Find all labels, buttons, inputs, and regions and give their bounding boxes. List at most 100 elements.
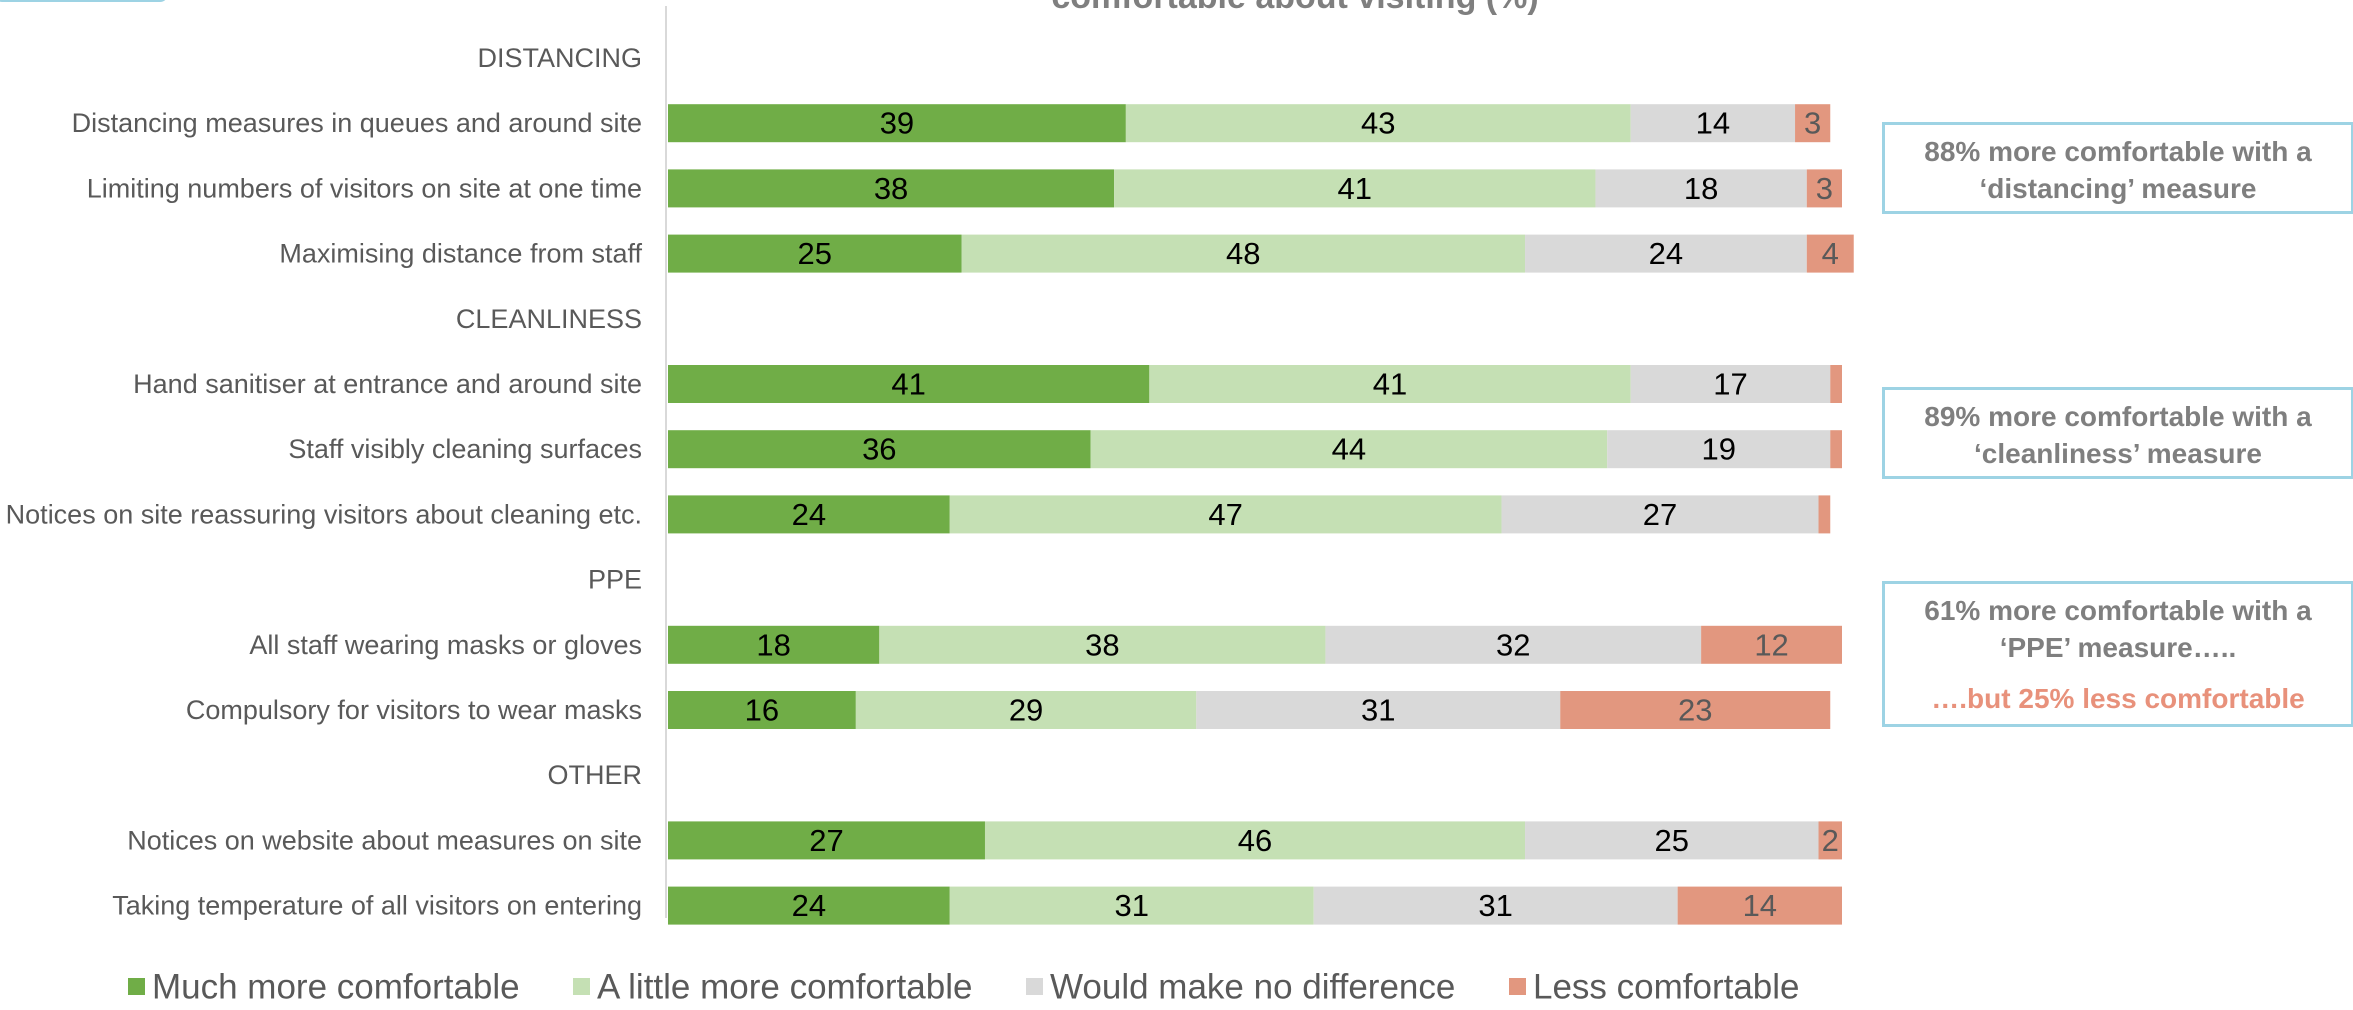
bar-segment [984,821,1526,860]
bar-segment [668,234,962,273]
bar-segment [1677,886,1842,925]
bar-segment [961,234,1526,273]
legend: Much more comfortable A little more comfo… [128,968,1800,1007]
bar-segment [949,886,1314,925]
data-label: 44 [1332,432,1366,467]
bar-segment [1595,169,1807,208]
legend-label: Much more comfortable [152,968,520,1007]
legend-label: Would make no difference [1050,968,1455,1007]
data-label: 14 [1743,888,1777,923]
category-label: Limiting numbers of visitors on site at … [87,173,642,203]
data-label: 17 [1713,367,1747,402]
data-label: 38 [1085,627,1119,662]
bar-segment [668,625,880,664]
category-label: Notices on site reassuring visitors abou… [6,499,642,529]
legend-swatch [1509,978,1526,995]
bar-segment [668,495,950,534]
bar-segment [668,169,1115,208]
data-label: 48 [1226,236,1260,271]
bar-segment [1149,365,1631,403]
data-label: 18 [1684,171,1718,206]
data-label: 16 [745,693,779,728]
bar-segment [1806,169,1842,208]
callout-distancing-text: 88% more comfortable with a ‘distancing’… [1924,136,2312,204]
data-label: 27 [809,823,843,858]
data-label: 4 [1822,236,1839,271]
bar-segment [1806,234,1854,273]
data-label: 31 [1478,888,1512,923]
bar-segment [1560,691,1831,729]
data-label: 24 [792,888,826,923]
bar-segment [1701,625,1842,664]
data-label: 41 [1338,171,1372,206]
data-label: 47 [1208,497,1242,532]
bar-segment [1325,625,1702,664]
callout-cleanliness: 89% more comfortable with a ‘cleanliness… [1882,387,2353,479]
bar-segment [1830,430,1842,469]
category-label: Compulsory for visitors to wear masks [186,695,642,725]
bar-segment [1125,104,1631,143]
data-label: 31 [1361,693,1395,728]
data-label: 38 [874,171,908,206]
callout-ppe-text: 61% more comfortable with a ‘PPE’ measur… [1924,595,2312,663]
bar-segment [1196,691,1561,729]
bar-segment [1607,430,1831,469]
data-label: 41 [1373,367,1407,402]
callout-ppe-negative-text: ….but 25% less comfortable [1931,683,2305,714]
legend-label: A little more comfortable [597,968,972,1007]
bar-segment [1501,495,1819,534]
bar-segment [668,691,856,729]
bar-segment [1525,234,1807,273]
data-label: 41 [891,367,925,402]
group-label: CLEANLINESS [456,304,642,334]
callout-ppe: 61% more comfortable with a ‘PPE’ measur… [1882,581,2353,727]
data-label: 25 [798,236,832,271]
bar-segment [1795,104,1831,143]
data-label: 2 [1822,823,1839,858]
category-label: All staff wearing masks or gloves [249,630,642,660]
bar-segment [1630,104,1796,143]
legend-label: Less comfortable [1533,968,1800,1007]
data-label: 24 [792,497,826,532]
bar-segment [668,886,950,925]
bar-segment [1830,365,1842,403]
data-label: 25 [1655,823,1689,858]
data-label: 32 [1496,627,1530,662]
data-label: 19 [1701,432,1735,467]
legend-swatch [573,978,590,995]
category-label: Hand sanitiser at entrance and around si… [133,369,642,399]
bar-segment [855,691,1197,729]
bar-segment [1090,430,1608,469]
bar-segment [668,821,985,860]
bar-segment [1114,169,1596,208]
data-label: 27 [1643,497,1677,532]
data-label: 18 [756,627,790,662]
bar-segment [1313,886,1678,925]
legend-swatch [1026,978,1043,995]
group-label: PPE [588,565,642,595]
category-label: Distancing measures in queues and around… [72,108,642,138]
data-label: 29 [1009,693,1043,728]
chart-title: comfortable about visiting (%) [1051,0,1538,16]
bar-segment [668,104,1126,143]
category-label: Staff visibly cleaning surfaces [288,434,642,464]
callout-distancing: 88% more comfortable with a ‘distancing’… [1882,122,2353,214]
data-label: 36 [862,432,896,467]
data-label: 24 [1649,236,1683,271]
category-label: Notices on website about measures on sit… [127,825,642,855]
data-label: 43 [1361,106,1395,141]
data-label: 3 [1804,106,1821,141]
bar-segment [1630,365,1831,403]
data-label: 39 [880,106,914,141]
data-label: 14 [1696,106,1730,141]
data-label: 12 [1754,627,1788,662]
bar-segment [668,365,1150,403]
data-label: 31 [1114,888,1148,923]
bar-segment [1818,821,1842,860]
legend-swatch [128,978,145,995]
group-label: OTHER [548,760,643,790]
group-label: DISTANCING [477,43,642,73]
callout-cleanliness-text: 89% more comfortable with a ‘cleanliness… [1924,401,2312,469]
data-label: 3 [1816,171,1833,206]
